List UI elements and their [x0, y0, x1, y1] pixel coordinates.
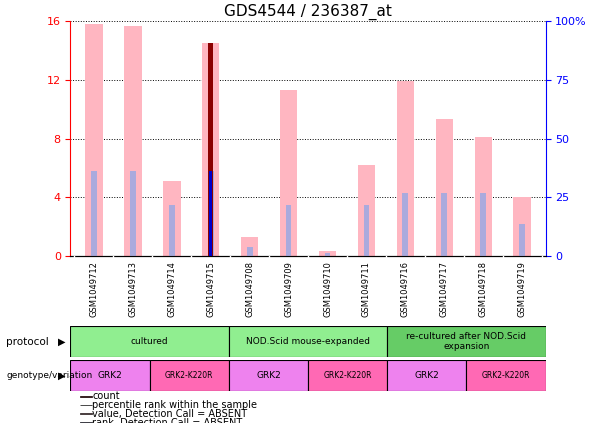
Text: cultured: cultured — [131, 337, 169, 346]
Bar — [80, 422, 92, 423]
Text: GSM1049711: GSM1049711 — [362, 261, 371, 317]
Text: re-cultured after NOD.Scid
expansion: re-cultured after NOD.Scid expansion — [406, 332, 527, 351]
Bar — [357, 165, 375, 256]
Bar — [241, 237, 259, 256]
Bar — [474, 137, 492, 256]
Bar — [387, 326, 546, 357]
Text: GSM1049713: GSM1049713 — [128, 261, 137, 317]
Text: value, Detection Call = ABSENT: value, Detection Call = ABSENT — [92, 409, 247, 419]
Text: GRK2-K220R: GRK2-K220R — [482, 371, 530, 380]
Bar — [70, 326, 229, 357]
Text: GSM1049717: GSM1049717 — [440, 261, 449, 317]
Bar — [70, 360, 150, 391]
Text: GRK2-K220R: GRK2-K220R — [324, 371, 372, 380]
Bar — [209, 171, 212, 256]
Bar — [466, 360, 546, 391]
Bar — [519, 224, 525, 256]
Bar — [441, 193, 447, 256]
Bar — [286, 205, 292, 256]
Bar — [208, 171, 213, 256]
Text: genotype/variation: genotype/variation — [6, 371, 93, 380]
Bar — [514, 197, 531, 256]
Text: ▶: ▶ — [58, 337, 65, 346]
Bar — [246, 247, 253, 256]
Text: GSM1049718: GSM1049718 — [479, 261, 488, 317]
Text: GSM1049710: GSM1049710 — [323, 261, 332, 317]
Text: GSM1049712: GSM1049712 — [89, 261, 98, 317]
Text: percentile rank within the sample: percentile rank within the sample — [92, 400, 257, 410]
Bar — [229, 360, 308, 391]
Text: GSM1049709: GSM1049709 — [284, 261, 293, 317]
Bar — [169, 205, 175, 256]
Bar — [80, 396, 92, 397]
Text: NOD.Scid mouse-expanded: NOD.Scid mouse-expanded — [246, 337, 370, 346]
Text: GRK2: GRK2 — [256, 371, 281, 380]
Bar — [324, 253, 330, 256]
Bar — [202, 43, 219, 256]
Bar — [124, 25, 142, 256]
Text: GRK2: GRK2 — [414, 371, 439, 380]
Bar — [364, 205, 370, 256]
Text: GRK2: GRK2 — [97, 371, 123, 380]
Text: GSM1049714: GSM1049714 — [167, 261, 177, 317]
Text: GSM1049719: GSM1049719 — [518, 261, 527, 317]
Bar — [163, 181, 180, 256]
Bar — [229, 326, 387, 357]
Bar — [319, 251, 337, 256]
Bar — [397, 81, 414, 256]
Bar — [130, 171, 135, 256]
Text: GSM1049715: GSM1049715 — [206, 261, 215, 317]
Text: ▶: ▶ — [58, 371, 65, 380]
Bar — [481, 193, 486, 256]
Bar — [308, 360, 387, 391]
Bar — [150, 360, 229, 391]
Bar — [387, 360, 466, 391]
Bar — [85, 24, 102, 256]
Bar — [208, 43, 213, 256]
Bar — [91, 171, 97, 256]
Text: GSM1049708: GSM1049708 — [245, 261, 254, 317]
Bar — [280, 90, 297, 256]
Bar — [436, 119, 453, 256]
Text: rank, Detection Call = ABSENT: rank, Detection Call = ABSENT — [92, 418, 242, 423]
Text: count: count — [92, 391, 120, 401]
Bar — [403, 193, 408, 256]
Text: protocol: protocol — [6, 337, 49, 346]
Text: GSM1049716: GSM1049716 — [401, 261, 410, 317]
Text: GRK2-K220R: GRK2-K220R — [165, 371, 213, 380]
Title: GDS4544 / 236387_at: GDS4544 / 236387_at — [224, 3, 392, 20]
